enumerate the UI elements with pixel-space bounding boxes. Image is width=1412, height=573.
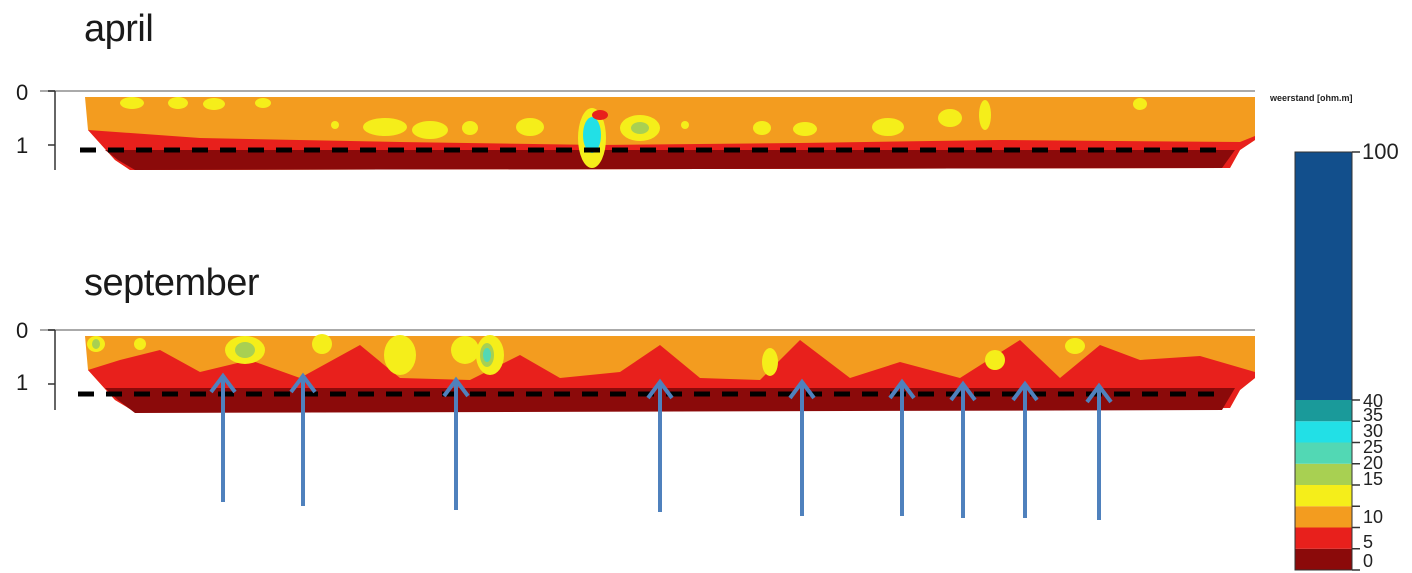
legend-colorbar (1294, 151, 1360, 571)
legend-label-10: 10 (1363, 507, 1384, 527)
legend-bin-25-30 (1295, 442, 1352, 464)
ytick-september-1: 1 (16, 370, 29, 395)
arrow-markers (209, 372, 1113, 520)
band-25-35 (583, 117, 601, 153)
arrow-8 (1011, 380, 1039, 518)
band-20-25 (92, 339, 494, 367)
band-20-25 (631, 122, 649, 134)
section-april (40, 90, 1255, 170)
legend-label-30: 30 (1363, 421, 1384, 441)
legend-bin-30-35 (1295, 421, 1352, 443)
panel-title-september: september (84, 262, 260, 304)
legend-bin-40-100 (1295, 152, 1352, 400)
legend-bin-5-10 (1295, 527, 1352, 549)
arrow-3 (442, 376, 470, 510)
legend-bin-0-5 (1295, 548, 1352, 570)
legend-bin-15-20 (1295, 485, 1352, 507)
arrow-5 (788, 378, 816, 516)
arrow-7 (949, 380, 977, 518)
panel-title-april: april (84, 8, 154, 50)
legend-frame (1294, 151, 1353, 571)
legend-title: weerstand [ohm.m] (1270, 93, 1353, 103)
legend-label-40: 40 (1363, 391, 1384, 411)
band-25-30 (483, 348, 491, 362)
legend-label-100: 100 (1362, 139, 1399, 164)
legend-label-15: 15 (1363, 469, 1384, 489)
ytick-september-0: 0 (16, 318, 29, 343)
arrow-6 (888, 378, 916, 516)
legend-label-0: 0 (1363, 551, 1374, 571)
legend-bin-20-25 (1295, 463, 1352, 485)
legend-label-5: 5 (1363, 532, 1374, 552)
band-5-10-patch (592, 110, 608, 120)
arrow-9 (1085, 382, 1113, 520)
ytick-april-1: 1 (16, 133, 29, 158)
band-15-20 (87, 334, 1085, 376)
legend-bin-35-40 (1295, 400, 1352, 422)
band-0-5 (105, 150, 1235, 170)
legend-label-25: 25 (1363, 437, 1384, 457)
legend-bin-10-15 (1295, 506, 1352, 528)
legend-label-20: 20 (1363, 453, 1384, 473)
arrow-2 (289, 372, 317, 506)
arrow-1 (209, 372, 237, 502)
band-15-20 (120, 97, 1147, 168)
arrow-4 (646, 378, 674, 512)
ytick-april-0: 0 (16, 80, 29, 105)
legend-label-35: 35 (1363, 405, 1384, 425)
